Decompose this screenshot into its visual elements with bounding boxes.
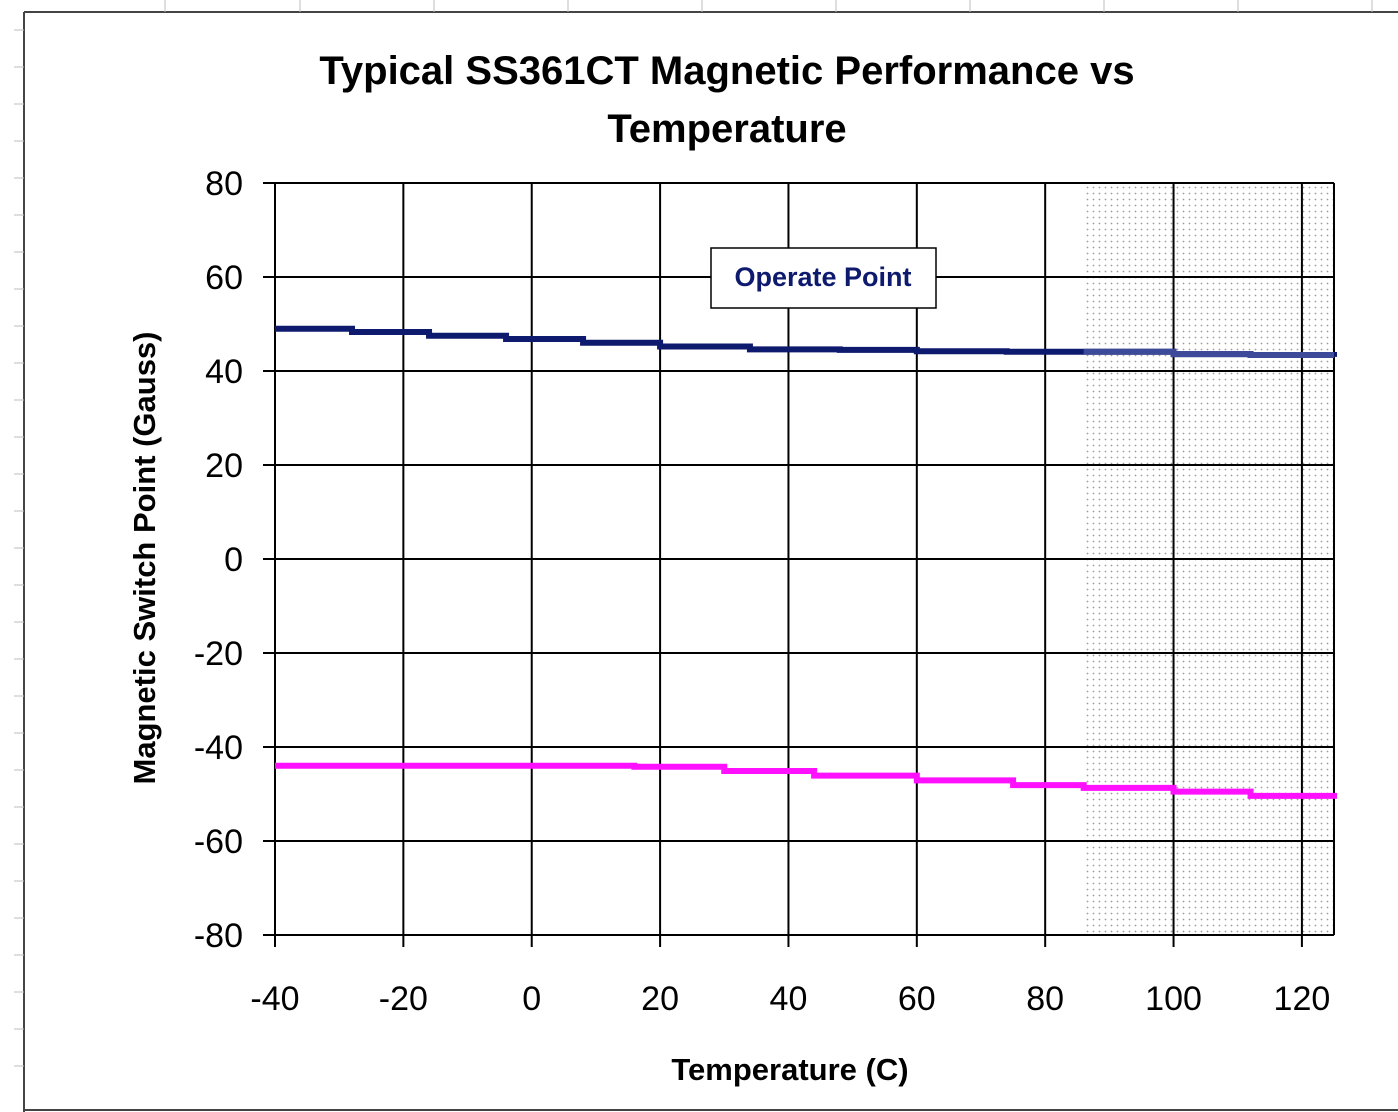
y-tick-label: -80 (194, 917, 243, 955)
operate-point-line-shaded-segment (1083, 348, 1335, 359)
annotation-label: Operate Point (734, 262, 911, 292)
y-tick-label: 80 (205, 165, 243, 203)
y-tick-labels: 80 60 40 20 0 -20 -40 -60 -80 (194, 165, 243, 955)
chart-title-line-1: Typical SS361CT Magnetic Performance vs (319, 49, 1134, 93)
x-tick-label: 120 (1274, 980, 1331, 1018)
x-tick-labels: -40 -20 0 20 40 60 80 100 120 (250, 980, 1330, 1018)
y-tick-label: 0 (224, 541, 243, 579)
y-axis-title: Magnetic Switch Point (Gauss) (127, 332, 162, 785)
spreadsheet-frame (23, 11, 1398, 1112)
x-tick-label: 100 (1145, 980, 1202, 1018)
x-tick-label: 40 (770, 980, 808, 1018)
x-axis-title: Temperature (C) (671, 1052, 908, 1087)
x-tick-label: 80 (1026, 980, 1064, 1018)
y-tick-label: -20 (194, 635, 243, 673)
annotation-box (710, 247, 937, 309)
x-tick-label: 0 (522, 980, 541, 1018)
y-tick-label: 20 (205, 447, 243, 485)
operate-point-annotation: Operate Point (710, 247, 937, 309)
axis-tick-marks (263, 182, 1303, 947)
ruler-ticks (14, 0, 1373, 1067)
y-tick-label: 60 (205, 259, 243, 297)
x-tick-label: 60 (898, 980, 936, 1018)
y-tick-label: -60 (194, 823, 243, 861)
y-tick-label: 40 (205, 353, 243, 391)
gridlines (274, 182, 1335, 936)
x-tick-label: -40 (250, 980, 299, 1018)
series-lines (274, 325, 1337, 799)
x-tick-label: 20 (641, 980, 679, 1018)
x-tick-label: -20 (379, 980, 428, 1018)
chart-title-line-2: Temperature (607, 107, 846, 151)
y-tick-label: -40 (194, 729, 243, 767)
